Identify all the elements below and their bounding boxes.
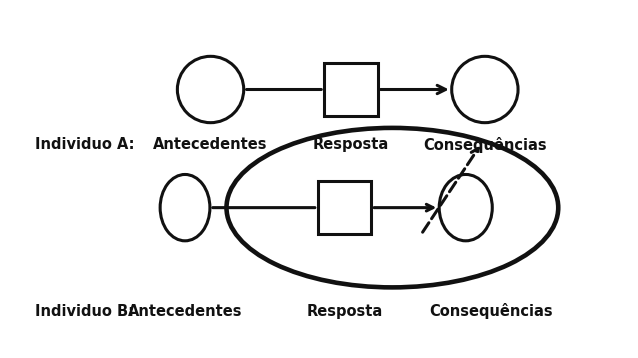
Text: Consequências: Consequências [429,304,553,319]
Text: Consequências: Consequências [423,137,547,153]
Bar [324,63,378,116]
Ellipse shape [160,174,210,241]
Text: Antecedentes: Antecedentes [128,304,242,319]
Text: Resposta: Resposta [313,137,389,153]
Text: Resposta: Resposta [306,304,383,319]
Bar [318,181,371,234]
Ellipse shape [439,174,493,241]
Text: Individuo A:: Individuo A: [35,137,135,153]
Text: Antecedentes: Antecedentes [153,137,268,153]
Text: Individuo B:: Individuo B: [35,304,134,319]
